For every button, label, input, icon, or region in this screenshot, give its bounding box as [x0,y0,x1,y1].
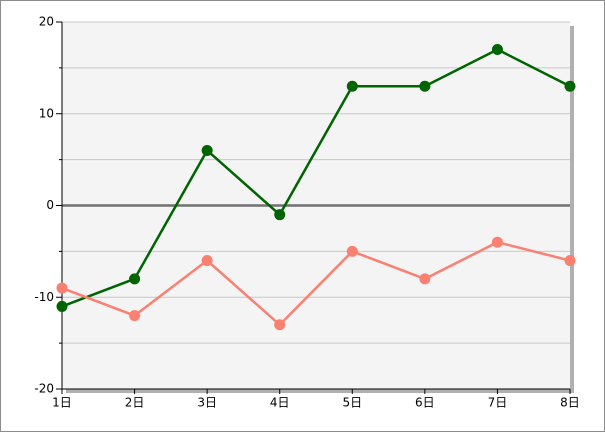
data-point [129,310,141,322]
data-point [419,273,431,285]
series-line [61,240,571,327]
data-point [491,236,503,248]
data-point [419,80,431,92]
data-point [346,80,358,92]
data-point [564,255,576,267]
data-point [201,255,213,267]
x-tick-label: 2日 [125,396,145,410]
y-tick-label: -20 [34,382,54,396]
x-tick-label: 6日 [415,396,435,410]
data-point [129,273,141,285]
data-point [274,209,286,221]
x-tick-label: 7日 [488,396,508,410]
data-point [56,282,68,294]
y-tick-label: 20 [39,15,54,29]
x-tick-label: 5日 [342,396,362,410]
x-tick-label: 3日 [197,396,217,410]
data-point [564,80,576,92]
data-point [201,144,213,156]
x-tick-label: 4日 [270,396,290,410]
x-tick-label: 8日 [560,396,580,410]
x-tick-label: 1日 [52,396,72,410]
y-tick-label: -10 [34,290,54,304]
y-tick-label: 0 [46,198,54,212]
data-point [491,44,503,56]
data-point [56,300,68,312]
data-point [274,319,286,331]
y-tick-label: 10 [39,106,54,120]
data-point [346,245,358,257]
series-line [61,48,571,308]
